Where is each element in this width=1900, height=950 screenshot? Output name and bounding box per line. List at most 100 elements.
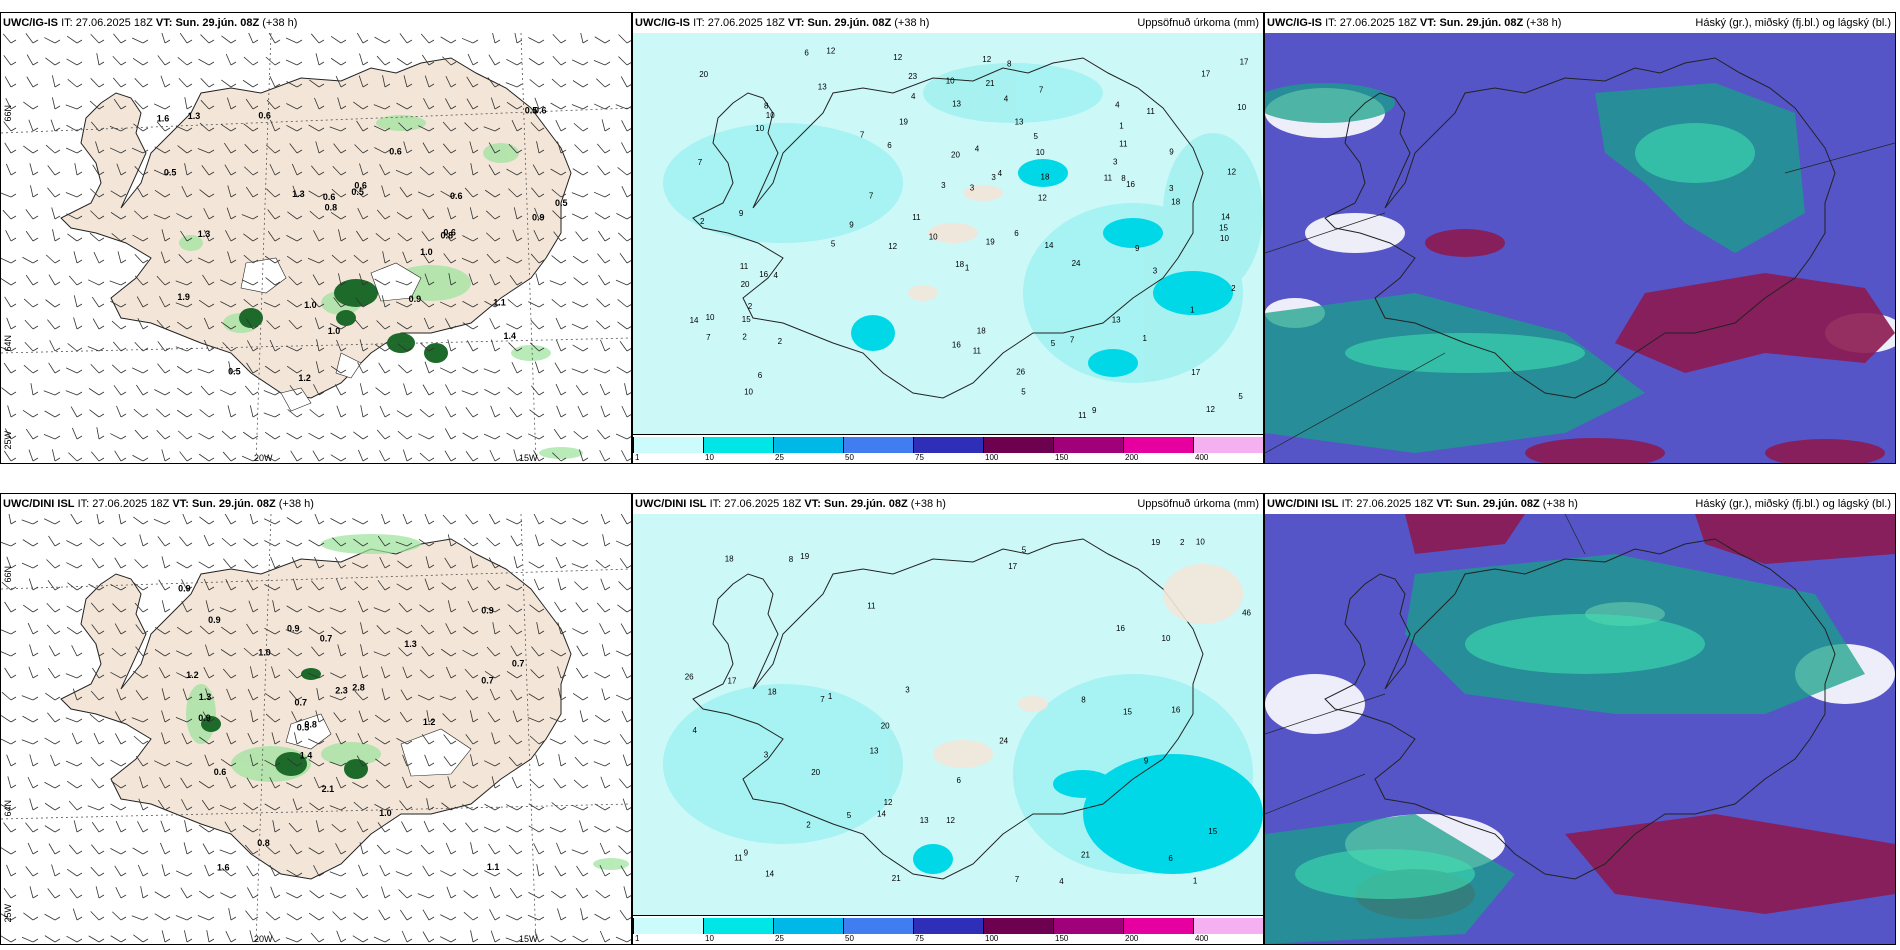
wind-barb-feather <box>230 938 237 943</box>
wind-barb <box>90 756 100 767</box>
wind-barb <box>131 717 144 723</box>
wind-barb-feather <box>252 369 259 374</box>
wind-barb-feather <box>428 259 435 264</box>
wind-barb <box>593 191 606 198</box>
value-label: 6 <box>957 776 962 785</box>
wind-barb-feather <box>560 215 567 220</box>
wind-barb <box>71 645 78 657</box>
wind-barb-feather <box>10 762 17 767</box>
wind-barb <box>161 449 166 462</box>
wind-barb-feather <box>120 652 127 657</box>
wind-barb-feather <box>296 762 303 767</box>
wind-barb <box>352 518 364 525</box>
wind-barb <box>360 644 364 657</box>
wind-barb <box>153 169 166 176</box>
wind-barb-feather <box>516 413 523 418</box>
wind-barb-feather <box>560 105 567 110</box>
wind-barb <box>3 888 12 899</box>
wind-barb <box>598 230 606 242</box>
wind-barb-feather <box>472 61 479 66</box>
wind-barb-feather <box>76 630 83 635</box>
wind-barb-feather <box>186 652 193 657</box>
wind-barb <box>593 739 606 745</box>
wind-barb-feather <box>274 542 281 547</box>
wind-barb <box>246 887 254 899</box>
wind-barb-feather <box>494 281 501 286</box>
wind-barb-feather <box>54 413 61 418</box>
wind-barb <box>462 781 474 789</box>
wind-barb <box>286 235 298 242</box>
wind-barb-feather <box>560 391 567 396</box>
wind-barb <box>286 782 298 789</box>
wind-barb-feather <box>340 542 347 547</box>
wind-barb-feather <box>230 586 237 591</box>
wind-barb-feather <box>538 828 545 833</box>
value-label: 4 <box>975 145 980 154</box>
wind-barb-feather <box>516 674 523 679</box>
wind-barb <box>26 76 34 88</box>
wind-barb <box>573 779 584 789</box>
wind-barb <box>353 431 364 440</box>
wind-barb <box>198 453 210 462</box>
wind-barb-feather <box>362 391 369 396</box>
wind-barb-feather <box>186 608 193 613</box>
wind-barb <box>424 361 430 374</box>
wind-barb <box>23 364 34 374</box>
wind-barb <box>395 169 408 176</box>
wind-barb <box>197 915 210 921</box>
wind-barb-feather <box>450 520 457 525</box>
wind-barb-feather <box>120 149 127 154</box>
wind-barb-feather <box>252 171 259 176</box>
wind-barb <box>533 578 540 591</box>
wind-barb <box>486 253 496 264</box>
colorbar-swatch <box>843 918 913 934</box>
wind-barb <box>465 450 474 462</box>
wind-barb-feather <box>76 369 83 374</box>
wind-barb <box>91 821 100 833</box>
wind-barb <box>88 279 100 286</box>
wind-barb <box>112 55 122 66</box>
wind-barb <box>132 454 144 462</box>
wind-barb <box>111 320 122 330</box>
value-label: 12 <box>1227 168 1236 177</box>
wind-barb-feather <box>604 325 611 330</box>
wind-barb-feather <box>626 741 631 745</box>
wind-barb <box>397 343 408 352</box>
wind-barb <box>528 803 540 811</box>
wind-barb <box>527 717 540 723</box>
value-label: 0.6 <box>389 147 402 157</box>
wind-barb-feather <box>362 39 369 44</box>
wind-barb <box>200 99 210 110</box>
wind-barb <box>491 732 496 745</box>
wind-barb <box>116 405 122 418</box>
wind-barb-feather <box>98 740 105 745</box>
wind-barb-feather <box>472 894 479 899</box>
wind-barb-feather <box>340 347 347 352</box>
wind-barb-feather <box>340 171 347 176</box>
wind-barb <box>70 514 78 525</box>
wind-barb-feather <box>340 61 347 66</box>
wind-barb <box>395 280 408 286</box>
wind-barb <box>596 602 606 613</box>
wind-barb <box>396 848 408 855</box>
value-label: 0.5 <box>164 168 177 178</box>
wind-barb <box>511 776 518 789</box>
wind-barb <box>1 715 12 723</box>
wind-barb <box>381 514 386 525</box>
wind-barb-feather <box>428 457 435 462</box>
wind-barb <box>161 864 166 877</box>
wind-barb-feather <box>340 872 347 877</box>
wind-barb <box>243 56 254 66</box>
wind-barb <box>29 754 34 767</box>
wind-barb-feather <box>76 237 83 242</box>
wind-barb <box>486 537 496 547</box>
wind-barb <box>374 737 386 745</box>
wind-barb-feather <box>538 762 545 767</box>
wind-barb-feather <box>142 652 149 657</box>
wind-barb <box>396 627 408 635</box>
wind-barb <box>615 650 628 657</box>
wind-barb-feather <box>384 457 391 462</box>
wind-barb <box>442 143 452 154</box>
wind-barb-feather <box>604 586 611 591</box>
wind-barb-feather <box>98 718 105 723</box>
